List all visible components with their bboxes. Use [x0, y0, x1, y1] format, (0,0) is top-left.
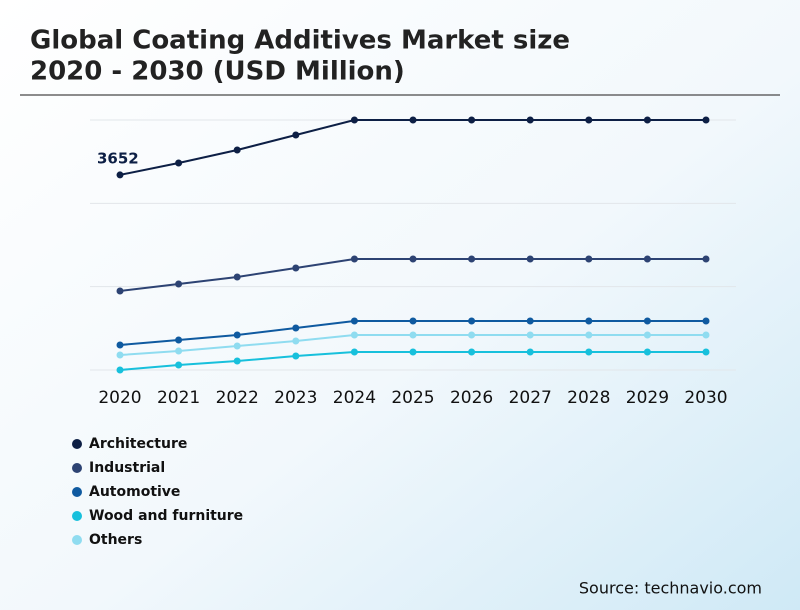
data-point — [702, 116, 710, 124]
legend-marker — [72, 463, 82, 473]
data-point — [233, 357, 241, 365]
data-point — [292, 337, 300, 345]
data-point — [233, 331, 241, 339]
x-tick-label: 2028 — [567, 388, 610, 408]
data-point — [643, 317, 651, 325]
data-point — [292, 352, 300, 360]
data-point — [175, 280, 183, 288]
data-point — [116, 171, 124, 179]
legend-label: Others — [89, 532, 142, 548]
data-point — [350, 331, 358, 339]
data-point — [175, 159, 183, 167]
legend-marker — [72, 535, 82, 545]
data-point — [175, 361, 183, 369]
data-point — [643, 116, 651, 124]
data-point — [350, 348, 358, 356]
legend-marker — [72, 439, 82, 449]
legend-label: Architecture — [89, 436, 187, 452]
data-point — [175, 347, 183, 355]
data-point — [702, 331, 710, 339]
data-point — [526, 331, 534, 339]
data-point — [175, 336, 183, 344]
x-tick-label: 2021 — [157, 388, 200, 408]
legend-marker — [72, 487, 82, 497]
chart-title: 2020 - 2030 (USD Million) — [30, 57, 405, 87]
data-point — [350, 317, 358, 325]
data-point — [526, 255, 534, 263]
data-point — [116, 341, 124, 349]
x-tick-label: 2025 — [391, 388, 434, 408]
data-point — [350, 255, 358, 263]
source: Source: technavio.com — [579, 579, 762, 598]
x-tick-label: 2026 — [450, 388, 493, 408]
data-point — [702, 255, 710, 263]
legend-label: Wood and furniture — [89, 508, 243, 524]
data-point — [116, 287, 124, 295]
data-point — [468, 255, 476, 263]
x-tick-label: 2029 — [626, 388, 669, 408]
data-point — [292, 264, 300, 272]
data-point — [643, 348, 651, 356]
x-tick-label: 2030 — [684, 388, 727, 408]
x-tick-label: 2024 — [333, 388, 376, 408]
data-point — [585, 255, 593, 263]
x-tick-label: 2022 — [216, 388, 259, 408]
data-point — [526, 116, 534, 124]
data-point — [468, 331, 476, 339]
legend-label: Automotive — [89, 484, 180, 500]
data-point — [350, 116, 358, 124]
chart-title: Global Coating Additives Market size — [30, 26, 570, 56]
x-tick-label: 2020 — [98, 388, 141, 408]
x-tick-label: 2027 — [509, 388, 552, 408]
data-point — [292, 324, 300, 332]
data-point — [643, 331, 651, 339]
legend-marker — [72, 511, 82, 521]
data-point — [116, 366, 124, 374]
data-point — [585, 317, 593, 325]
data-point — [526, 348, 534, 356]
data-point — [585, 116, 593, 124]
data-label: 3652 — [97, 149, 139, 167]
data-point — [468, 348, 476, 356]
data-point — [526, 317, 534, 325]
data-point — [116, 351, 124, 359]
data-point — [409, 317, 417, 325]
data-point — [233, 342, 241, 350]
data-point — [643, 255, 651, 263]
data-point — [585, 331, 593, 339]
x-tick-label: 2023 — [274, 388, 317, 408]
data-point — [292, 131, 300, 139]
data-point — [702, 348, 710, 356]
data-point — [233, 273, 241, 281]
data-point — [702, 317, 710, 325]
data-point — [585, 348, 593, 356]
data-point — [409, 331, 417, 339]
data-point — [409, 116, 417, 124]
data-point — [409, 348, 417, 356]
data-point — [409, 255, 417, 263]
data-point — [233, 146, 241, 154]
legend-label: Industrial — [89, 460, 165, 476]
data-point — [468, 116, 476, 124]
data-point — [468, 317, 476, 325]
